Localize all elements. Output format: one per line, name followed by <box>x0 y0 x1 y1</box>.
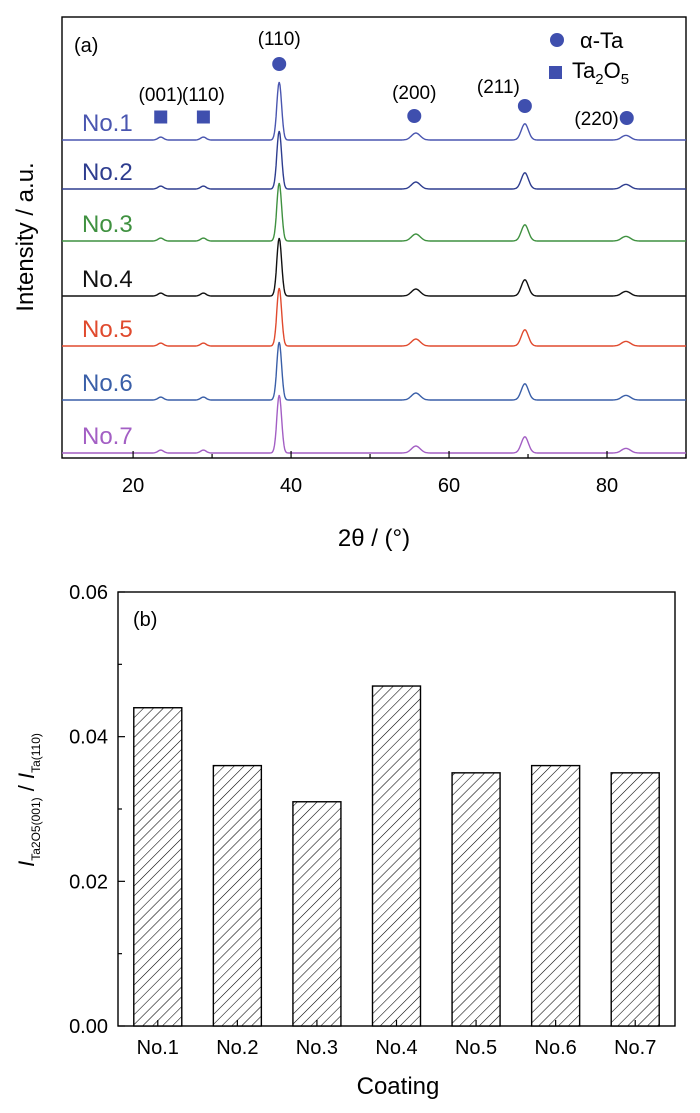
ratio-x-tick-label: No.5 <box>455 1037 497 1059</box>
alpha-ta-legend-label: α-Ta <box>580 28 624 53</box>
alpha-ta-peak-marker <box>619 111 634 125</box>
ratio-bars <box>133 685 660 1027</box>
ta2o5-legend-label: Ta2O5 <box>572 58 629 88</box>
xrd-trace <box>62 182 686 242</box>
ratio-bar <box>530 764 581 1027</box>
xrd-x-tick-label: 20 <box>122 475 144 497</box>
xrd-sample-label: No.2 <box>82 159 133 186</box>
xrd-trace <box>62 237 686 297</box>
ratio-bar <box>451 772 501 1027</box>
peak-hkl-label: (220) <box>574 109 618 130</box>
ratio-x-tick-label: No.3 <box>296 1037 338 1059</box>
ratio-x-tick-label: No.6 <box>535 1037 577 1059</box>
ratio-bar <box>212 764 263 1027</box>
xrd-x-axis: 20 40 60 80 <box>122 451 687 497</box>
ratio-x-axis-label: Coating <box>357 1073 440 1100</box>
ratio-y-tick-label: 0.04 <box>69 727 108 749</box>
xrd-trace <box>62 394 686 454</box>
alpha-ta-peak-marker <box>517 99 532 113</box>
peak-hkl-label: (110) <box>182 85 225 106</box>
ratio-x-tick-label: No.7 <box>614 1037 656 1059</box>
xrd-legend: α-Ta Ta2O5 <box>549 28 629 88</box>
xrd-trace <box>62 341 686 401</box>
xrd-sample-label: No.7 <box>82 423 133 450</box>
xrd-trace <box>62 130 686 190</box>
xrd-peak-markers: (001)(110)(110)(200) (211)(220) <box>139 29 634 130</box>
alpha-ta-peak-marker <box>407 109 422 123</box>
ta2o5-legend-marker <box>549 66 562 79</box>
xrd-panel-label: (a) <box>74 35 98 57</box>
xrd-traces <box>62 81 686 454</box>
ratio-x-tick-label: No.2 <box>216 1037 258 1059</box>
xrd-x-tick-label: 60 <box>438 475 460 497</box>
xrd-plot-frame <box>61 16 687 459</box>
ratio-y-axis: 0.00 0.02 0.04 0.06 <box>69 582 125 1038</box>
xrd-sample-label: No.1 <box>82 110 133 137</box>
xrd-sample-label: No.6 <box>82 370 133 397</box>
xrd-sample-label: No.4 <box>82 266 133 293</box>
xrd-y-axis-label: Intensity / a.u. <box>12 162 39 311</box>
ratio-x-axis: No.1 No.2 No.3 No.4 No.5 No.6 No.7 <box>137 1020 656 1059</box>
ta2o5-peak-marker <box>154 110 168 124</box>
ratio-panel: 0.000.020.040.06 No.1 No.2 No.3 No.4 No.5 No.… <box>14 582 676 1100</box>
peak-hkl-label: (110) <box>258 29 301 50</box>
ratio-panel-label: (b) <box>133 609 157 631</box>
alpha-ta-legend-marker <box>550 33 564 47</box>
ratio-x-tick-label: No.4 <box>375 1037 417 1059</box>
xrd-panel: 20 40 60 80 (001)(110)(110)(200) (211)(220) … <box>12 16 687 552</box>
peak-hkl-label: (001) <box>139 85 183 106</box>
ratio-y-axis-label: ITa2O5(001) / ITa(110) <box>14 733 43 867</box>
xrd-trace <box>62 287 686 347</box>
ratio-y-tick-label: 0.06 <box>69 582 108 604</box>
ratio-bar <box>610 772 660 1027</box>
ratio-y-tick-label: 0.00 <box>69 1016 108 1038</box>
ratio-bar <box>133 707 183 1027</box>
ratio-y-tick-label: 0.02 <box>69 871 108 893</box>
xrd-sample-label: No.5 <box>82 316 133 343</box>
ratio-bar <box>292 801 342 1027</box>
xrd-x-tick-label: 80 <box>596 475 618 497</box>
alpha-ta-peak-marker <box>272 57 287 71</box>
xrd-sample-label: No.3 <box>82 211 133 238</box>
ta2o5-peak-marker <box>196 110 210 124</box>
ratio-x-tick-label: No.1 <box>137 1037 179 1059</box>
peak-hkl-label: (200) <box>392 83 436 104</box>
xrd-x-tick-label: 40 <box>280 475 302 497</box>
ratio-bar <box>371 685 422 1027</box>
xrd-sample-labels: No.1 No.2 No.3 No.4 No.5 No.6 No.7 <box>82 110 133 450</box>
xrd-trace <box>62 81 686 141</box>
xrd-x-axis-label: 2θ / (°) <box>338 525 410 552</box>
peak-hkl-label: (211) <box>477 77 520 98</box>
